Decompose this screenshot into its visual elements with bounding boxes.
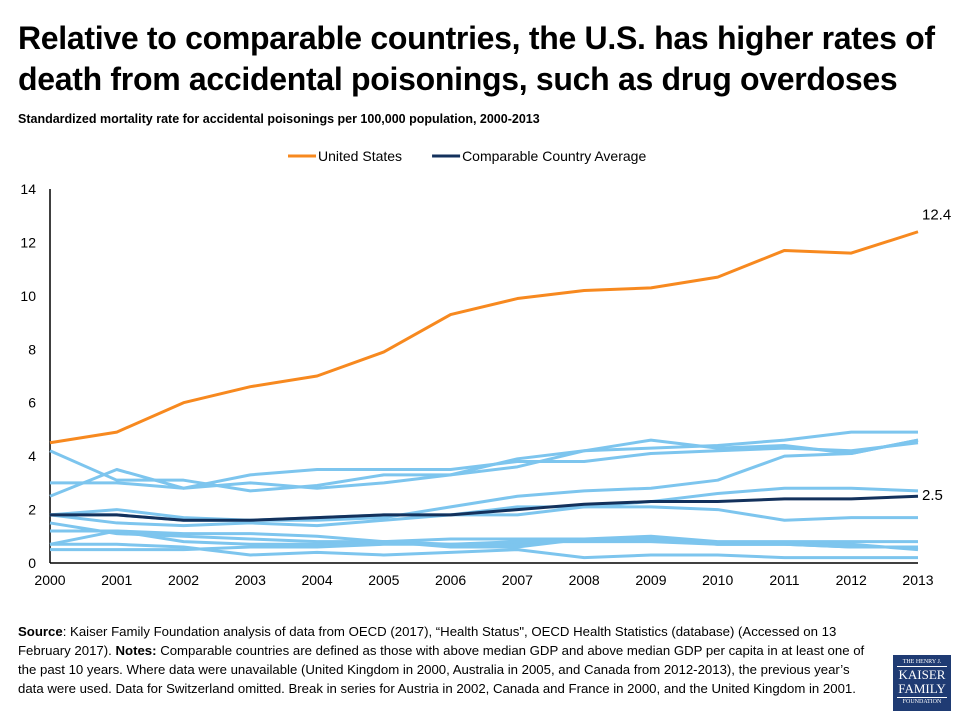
chart-subtitle: Standardized mortality rate for accident…: [18, 112, 540, 126]
x-tick-label: 2012: [836, 572, 867, 588]
y-tick-label: 4: [28, 448, 36, 464]
x-tick-label: 2013: [902, 572, 933, 588]
legend-label: Comparable Country Average: [462, 148, 646, 164]
y-tick-label: 2: [28, 502, 36, 518]
y-tick-label: 6: [28, 395, 36, 411]
x-tick-label: 2004: [301, 572, 332, 588]
x-tick-label: 2005: [368, 572, 399, 588]
x-tick-label: 2003: [235, 572, 266, 588]
country-series-line: [49, 438, 919, 522]
end-data-label: 2.5: [922, 487, 943, 504]
x-tick-label: 2006: [435, 572, 466, 588]
series-line: [50, 494, 919, 522]
legend-label: United States: [318, 148, 402, 164]
series-line: [49, 230, 919, 445]
x-tick-label: 2000: [34, 572, 65, 588]
footer-notes: Source: Kaiser Family Foundation analysi…: [18, 622, 878, 698]
kff-logo: THE HENRY J. KAISER FAMILY FOUNDATION: [893, 655, 951, 711]
y-tick-label: 8: [28, 341, 36, 357]
x-tick-label: 2001: [101, 572, 132, 588]
y-tick-label: 14: [20, 181, 36, 197]
source-label: Source: [18, 624, 63, 639]
x-tick-label: 2008: [569, 572, 600, 588]
country-series-line: [49, 486, 919, 528]
notes-text: Comparable countries are defined as thos…: [18, 643, 865, 696]
y-tick-label: 0: [28, 555, 36, 571]
chart-title: Relative to comparable countries, the U.…: [18, 20, 935, 97]
line-chart: 0 2 4 6 8 10 12 14 2000 2001 2002 2003 2004 2005 2006 2…: [20, 148, 951, 588]
notes-label: Notes:: [115, 643, 157, 658]
x-tick-label: 2002: [168, 572, 199, 588]
x-tick-label: 2011: [769, 572, 799, 588]
y-tick-label: 12: [20, 234, 36, 250]
end-data-label: 12.4: [922, 207, 951, 224]
source-text: : Kaiser Family Foundation analysis of d…: [18, 624, 837, 658]
x-tick-label: 2010: [702, 572, 733, 588]
x-tick-label: 2007: [502, 572, 533, 588]
y-tick-label: 10: [20, 288, 36, 304]
country-series-line: [49, 430, 918, 493]
country-series-line: [50, 540, 918, 552]
country-series-line: [50, 441, 919, 490]
x-tick-label: 2009: [635, 572, 666, 588]
